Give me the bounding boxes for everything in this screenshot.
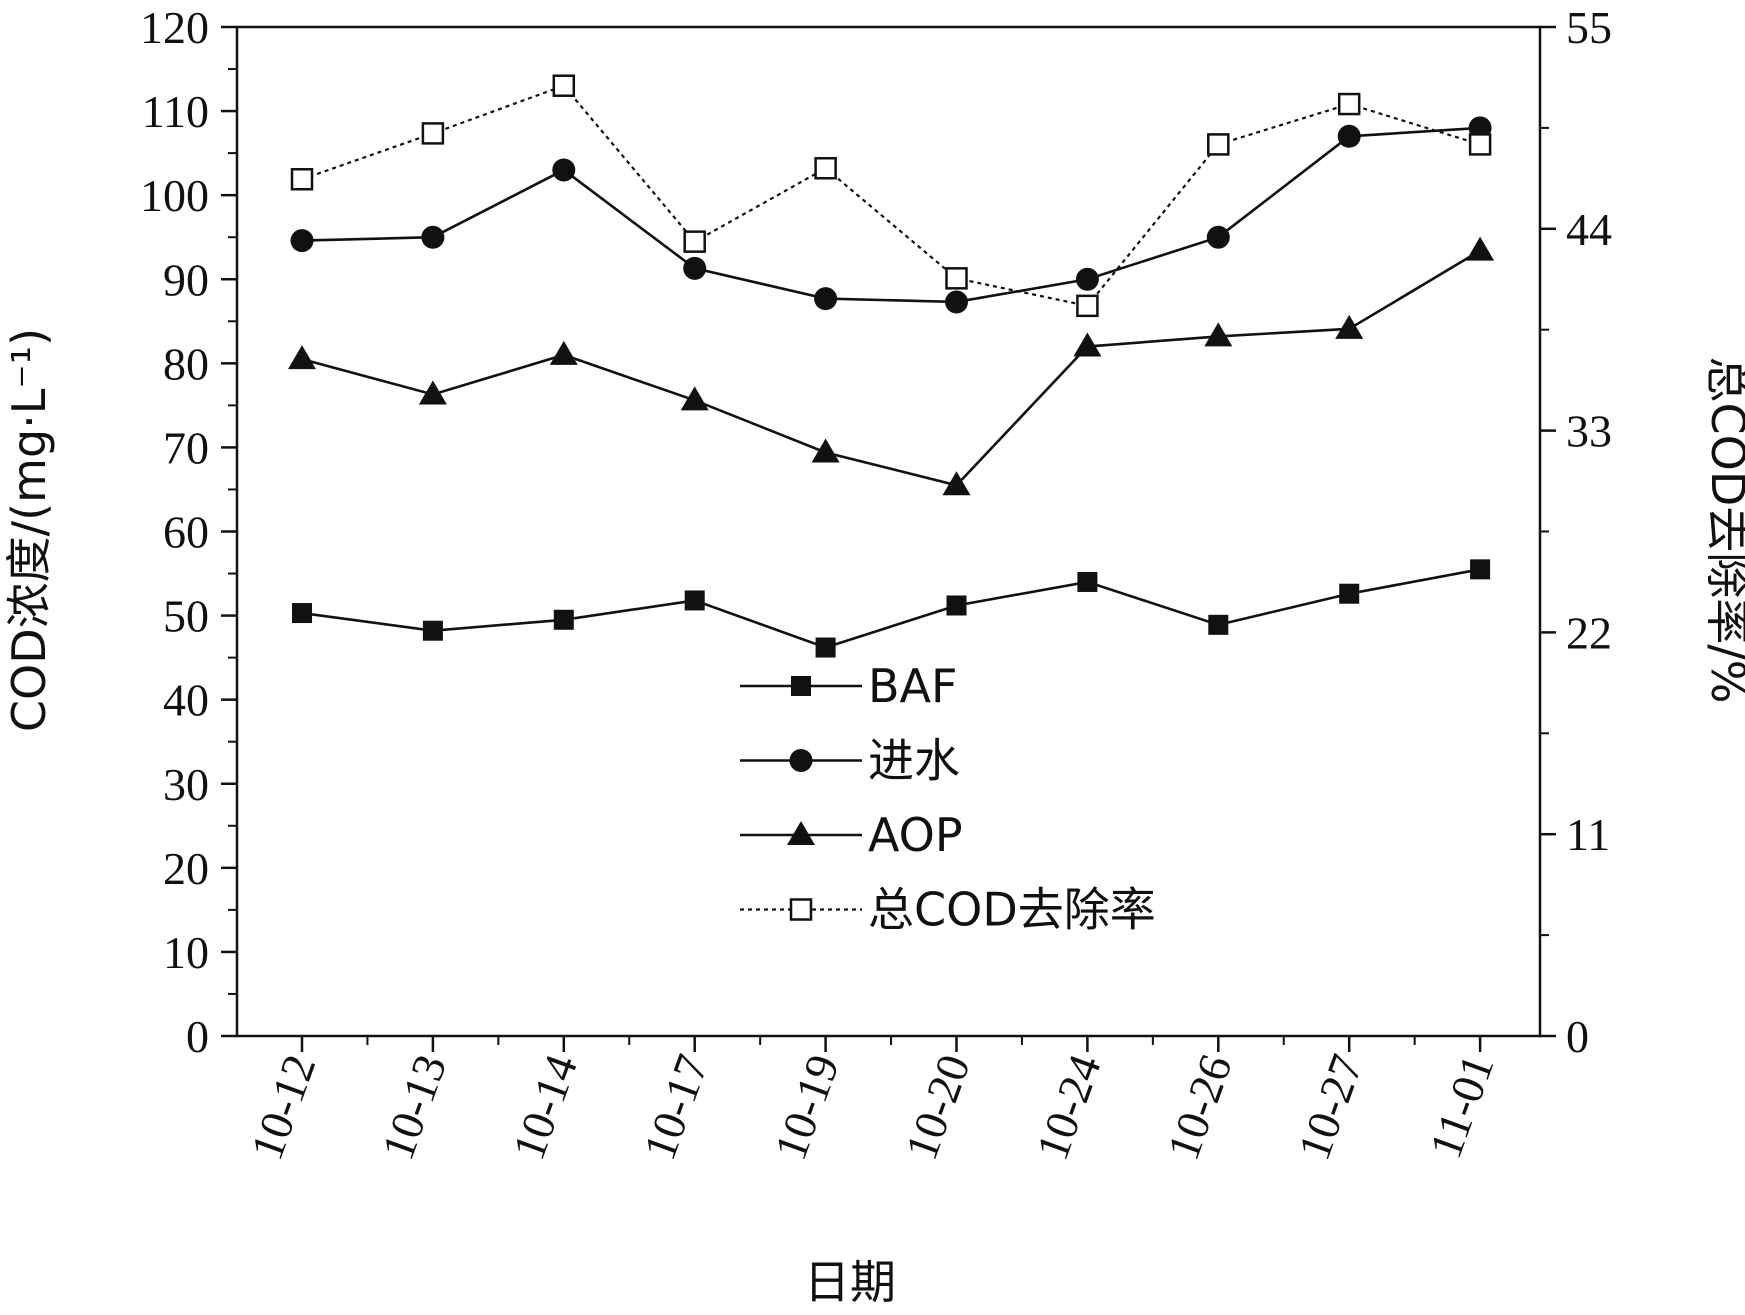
- legend: BAF 进水 AOP 总COD去除率: [740, 659, 1156, 937]
- y-left-tick-label: 110: [142, 86, 209, 137]
- data-point: [1207, 133, 1230, 156]
- data-point: [814, 287, 838, 311]
- y-left-tick-label: 100: [140, 170, 209, 221]
- y-left-tick-label: 90: [163, 254, 209, 305]
- data-point: [683, 230, 706, 253]
- data-point: [1206, 225, 1230, 249]
- x-tick-label: 10-13: [372, 1048, 457, 1166]
- data-point: [814, 157, 837, 180]
- data-point: [684, 590, 705, 611]
- data-point: [421, 122, 445, 145]
- legend-label: BAF: [868, 659, 957, 713]
- legend-marker: [787, 821, 815, 845]
- data-point: [553, 609, 574, 630]
- x-tick-label: 10-26: [1157, 1048, 1242, 1166]
- x-tick-label: 10-17: [633, 1048, 718, 1166]
- y-right-tick-label: 22: [1566, 607, 1612, 658]
- data-point: [1335, 314, 1364, 339]
- data-point: [552, 158, 576, 182]
- y-left-tick-label: 30: [163, 759, 209, 810]
- data-point: [1337, 124, 1361, 148]
- data-point: [1077, 571, 1098, 592]
- axes: 0 10 20 30 40 50 60 70 80 90 100 110 120 0 11 22 33 44 55 1…: [140, 2, 1612, 1166]
- data-point: [945, 290, 968, 314]
- data-point: [1076, 294, 1099, 318]
- x-tick-label: 11-01: [1419, 1048, 1503, 1165]
- data-point: [1073, 332, 1102, 357]
- series-2: [288, 236, 1495, 496]
- series-line: [301, 84, 1481, 308]
- series-line: [301, 568, 1481, 649]
- data-point: [811, 438, 840, 463]
- data-point: [549, 340, 578, 365]
- y-right-tick-label: 33: [1566, 406, 1612, 457]
- y-left-tick-label: 0: [186, 1011, 209, 1062]
- y-right-tick-label: 44: [1566, 204, 1612, 255]
- x-axis-title: 日期: [804, 1255, 896, 1309]
- data-point: [418, 380, 447, 405]
- legend-label: 总COD去除率: [868, 883, 1156, 937]
- y-left-tick-label: 40: [163, 675, 209, 726]
- data-point: [1337, 92, 1361, 116]
- y-left-tick-label: 20: [163, 843, 209, 894]
- data-point: [421, 225, 445, 249]
- data-point: [422, 620, 443, 641]
- x-tick-label: 10-19: [764, 1048, 849, 1166]
- legend-label: AOP: [868, 808, 963, 862]
- data-point: [1466, 236, 1495, 261]
- series-layer: [288, 74, 1495, 658]
- data-point: [1204, 322, 1233, 347]
- data-point: [1075, 267, 1099, 291]
- x-tick-label: 10-12: [241, 1048, 326, 1166]
- y-left-tick-label: 70: [163, 422, 209, 473]
- data-point: [815, 637, 836, 658]
- data-point: [552, 74, 576, 97]
- data-point: [292, 603, 312, 624]
- data-point: [1208, 614, 1229, 635]
- legend-marker: [789, 749, 813, 772]
- y-right-tick-label: 0: [1566, 1011, 1589, 1062]
- y-left-tick-label: 60: [163, 507, 209, 558]
- y-axis-title-left: COD浓度/(mg·L⁻¹): [2, 328, 56, 732]
- x-tick-label: 10-20: [895, 1048, 980, 1166]
- series-0: [292, 559, 1491, 658]
- x-tick-label: 10-24: [1026, 1048, 1111, 1166]
- data-point: [290, 168, 314, 191]
- data-point: [1470, 559, 1491, 580]
- data-point: [946, 595, 967, 616]
- data-point: [942, 471, 971, 496]
- y-left-tick-label: 80: [163, 338, 209, 389]
- data-point: [288, 345, 316, 370]
- data-point: [683, 256, 707, 280]
- x-tick-label: 10-14: [503, 1048, 588, 1166]
- y-left-tick-label: 10: [163, 927, 209, 978]
- data-point: [1468, 133, 1492, 156]
- data-point: [1339, 583, 1360, 604]
- series-line: [301, 249, 1481, 487]
- y-left-tick-label: 50: [163, 591, 209, 642]
- x-tick-label: 10-27: [1288, 1048, 1373, 1166]
- legend-marker: [789, 898, 813, 921]
- series-1: [290, 116, 1492, 314]
- series-line: [301, 126, 1481, 304]
- series-3: [290, 74, 1492, 318]
- legend-label: 进水: [868, 734, 960, 788]
- y-axis-title-right: 总COD去除率/%: [1701, 357, 1745, 704]
- data-point: [290, 229, 314, 253]
- data-point: [945, 267, 968, 290]
- y-right-tick-label: 55: [1566, 2, 1612, 53]
- y-right-tick-label: 11: [1566, 809, 1610, 860]
- data-point: [680, 386, 709, 411]
- y-left-tick-label: 120: [140, 2, 209, 53]
- legend-marker: [791, 676, 811, 696]
